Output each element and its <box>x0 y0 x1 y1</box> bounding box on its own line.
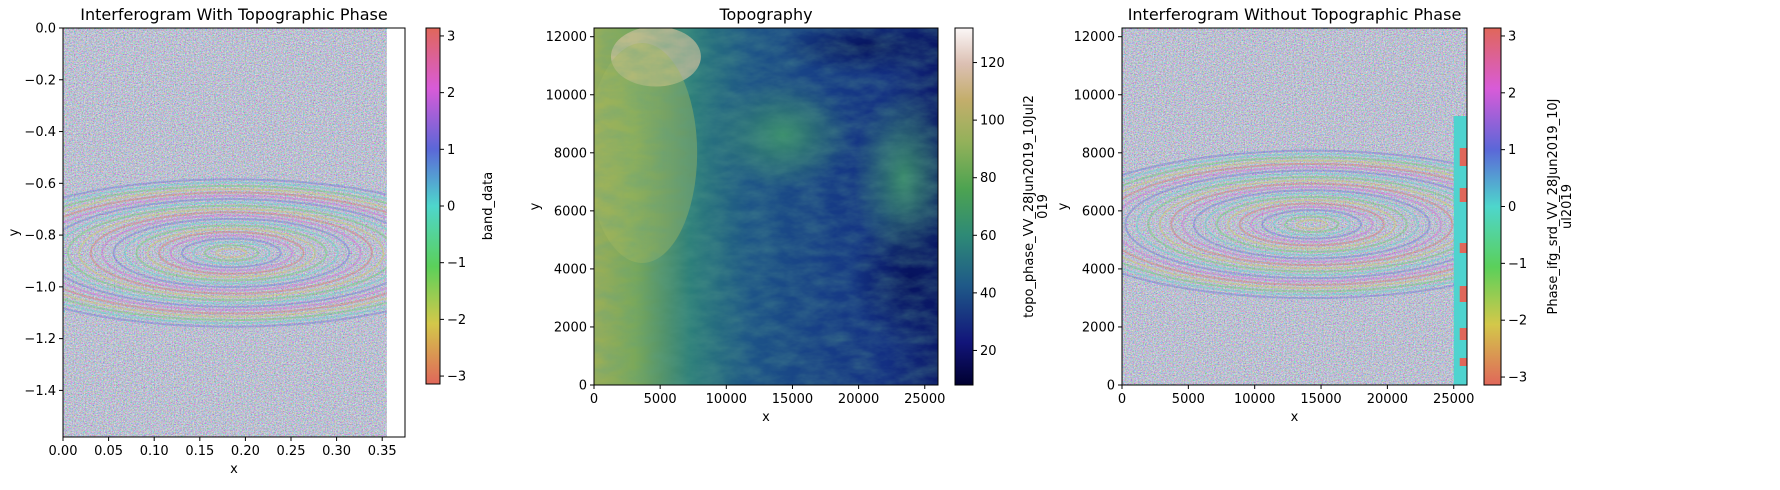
colorbar-tick-label: −2 <box>447 313 466 328</box>
y-axis-label: y <box>528 202 543 210</box>
x-tick-label: 0.20 <box>231 444 260 459</box>
y-tick-label: 6000 <box>1082 204 1115 219</box>
colorbar-tick-label: −3 <box>447 370 466 385</box>
colorbar-tick-label: 20 <box>980 344 997 359</box>
y-tick-label: 10000 <box>546 88 587 103</box>
heatmap-image <box>1122 28 1467 385</box>
x-axis-label: x <box>762 410 770 425</box>
y-tick-label: 12000 <box>546 30 587 45</box>
y-tick-label: −1.4 <box>24 384 56 399</box>
y-tick-label: 10000 <box>1074 88 1115 103</box>
y-tick-label: 8000 <box>1082 146 1115 161</box>
y-tick-label: −0.6 <box>24 177 56 192</box>
x-tick-label: 15000 <box>1300 392 1341 407</box>
panel-1: 0.00 0.05 0.10 0.15 0.20 0.25 0.30 0.35 0.0 −0.2 −… <box>7 5 496 477</box>
y-tick-label: −0.8 <box>24 229 56 244</box>
x-tick-label: 20000 <box>1367 392 1408 407</box>
colorbar: 3 2 1 0 −1 −2 −3 Phase_ifg_srd_VV_28Jun2019_10J… <box>1483 27 1575 386</box>
colorbar-tick-label: 80 <box>980 171 997 186</box>
y-tick-label: −0.2 <box>24 73 56 88</box>
x-tick-label: 5000 <box>644 392 677 407</box>
colorbar-gradient <box>1483 27 1502 386</box>
x-tick-label: 0.30 <box>322 444 351 459</box>
panel-title: Topography <box>718 5 812 24</box>
x-tick-label: 10000 <box>706 392 747 407</box>
x-tick-label: 15000 <box>772 392 813 407</box>
x-tick-label: 10000 <box>1234 392 1275 407</box>
panel-title: Interferogram Without Topographic Phase <box>1128 5 1462 24</box>
y-axis-label: y <box>7 228 22 236</box>
x-tick-label: 0.05 <box>94 444 123 459</box>
panel-2: 0 5000 10000 15000 20000 25000120001000080006… <box>528 5 1051 425</box>
x-axis-label: x <box>230 462 238 477</box>
colorbar-tick-label: 120 <box>980 56 1005 71</box>
y-tick-label: 2000 <box>1082 320 1115 335</box>
y-tick-label: −0.4 <box>24 125 56 140</box>
colorbar-tick-label: 40 <box>980 286 997 301</box>
heatmap-image <box>63 28 387 437</box>
axes-frame <box>62 27 406 438</box>
x-tick-label: 0 <box>1118 392 1126 407</box>
x-tick-label: 0.25 <box>277 444 306 459</box>
colorbar-tick-label: 0 <box>1508 200 1516 215</box>
y-tick-label: 0 <box>579 379 587 394</box>
colorbar-tick-label: −2 <box>1508 314 1527 329</box>
colorbar-tick-label: −3 <box>1508 371 1527 386</box>
y-tick-label: 6000 <box>554 204 587 219</box>
colorbar-tick-label: 1 <box>447 143 455 158</box>
colorbar-gradient <box>425 27 441 385</box>
y-tick-label: 12000 <box>1074 30 1115 45</box>
colorbar-gradient <box>954 27 974 386</box>
colorbar-tick-label: −1 <box>1508 257 1527 272</box>
colorbar-tick-label: 60 <box>980 229 997 244</box>
x-tick-label: 0.10 <box>140 444 169 459</box>
y-tick-label: 0 <box>1107 379 1115 394</box>
x-tick-label: 5000 <box>1172 392 1205 407</box>
x-axis-label: x <box>1291 410 1299 425</box>
x-tick-label: 25000 <box>1433 392 1474 407</box>
x-tick-label: 0.35 <box>368 444 397 459</box>
panel-3: 0 5000 10000 15000 20000 25000120001000080006… <box>1056 5 1575 425</box>
colorbar-label: Phase_ifg_srd_VV_28Jun2019_10Jul2019 <box>1546 99 1575 315</box>
colorbar-tick-label: 100 <box>980 114 1005 129</box>
y-axis-label: y <box>1056 202 1071 210</box>
x-tick-label: 0.15 <box>185 444 214 459</box>
panel-title: Interferogram With Topographic Phase <box>80 5 387 24</box>
y-tick-label: 4000 <box>554 262 587 277</box>
x-tick-label: 25000 <box>904 392 945 407</box>
y-tick-label: 0.0 <box>35 22 56 37</box>
colorbar-tick-label: 1 <box>1508 143 1516 158</box>
colorbar-label: band_data <box>481 172 496 241</box>
y-tick-label: −1.0 <box>24 280 56 295</box>
x-tick-label: 0 <box>590 392 598 407</box>
y-tick-label: 8000 <box>554 146 587 161</box>
y-tick-label: −1.2 <box>24 332 56 347</box>
colorbar-tick-label: 3 <box>447 29 455 44</box>
x-tick-label: 20000 <box>838 392 879 407</box>
colorbar-tick-label: 0 <box>447 200 455 215</box>
colorbar-label: topo_phase_VV_28Jun2019_10Jul2019 <box>1022 95 1051 318</box>
axes-frame <box>1121 27 1468 386</box>
axes-frame <box>593 27 939 386</box>
colorbar-tick-label: 2 <box>1508 86 1516 101</box>
y-tick-label: 2000 <box>554 320 587 335</box>
colorbar: 3 2 1 0 −1 −2 −3 band_data <box>425 27 496 385</box>
colorbar-tick-label: 2 <box>447 86 455 101</box>
heatmap-image <box>594 28 938 385</box>
colorbar-tick-label: 3 <box>1508 29 1516 44</box>
x-tick-label: 0.00 <box>49 444 78 459</box>
colorbar: 120 100 80 60 40 20 topo_phase_VV_28Jun2019_10… <box>954 27 1051 386</box>
y-tick-label: 4000 <box>1082 262 1115 277</box>
colorbar-tick-label: −1 <box>447 256 466 271</box>
